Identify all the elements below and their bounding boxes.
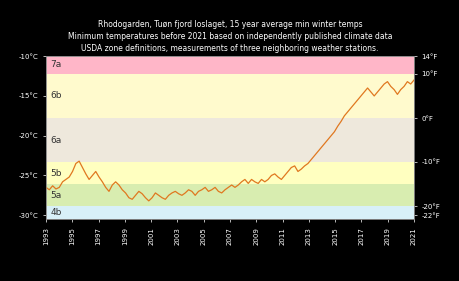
Text: 6a: 6a	[50, 135, 62, 145]
Bar	[46, 56, 413, 74]
Title: Rhodogarden, Tuøn fjord loslaget, 15 year average min winter temps
Minimum tempe: Rhodogarden, Tuøn fjord loslaget, 15 yea…	[67, 20, 392, 53]
Text: 5b: 5b	[50, 169, 62, 178]
Text: 5a: 5a	[50, 191, 62, 200]
Bar	[46, 162, 413, 184]
Bar	[46, 74, 413, 118]
Text: 6b: 6b	[50, 91, 62, 100]
Bar	[46, 184, 413, 207]
Bar	[46, 118, 413, 162]
Text: 7a: 7a	[50, 60, 62, 69]
Bar	[46, 207, 413, 219]
Text: 4b: 4b	[50, 208, 62, 217]
